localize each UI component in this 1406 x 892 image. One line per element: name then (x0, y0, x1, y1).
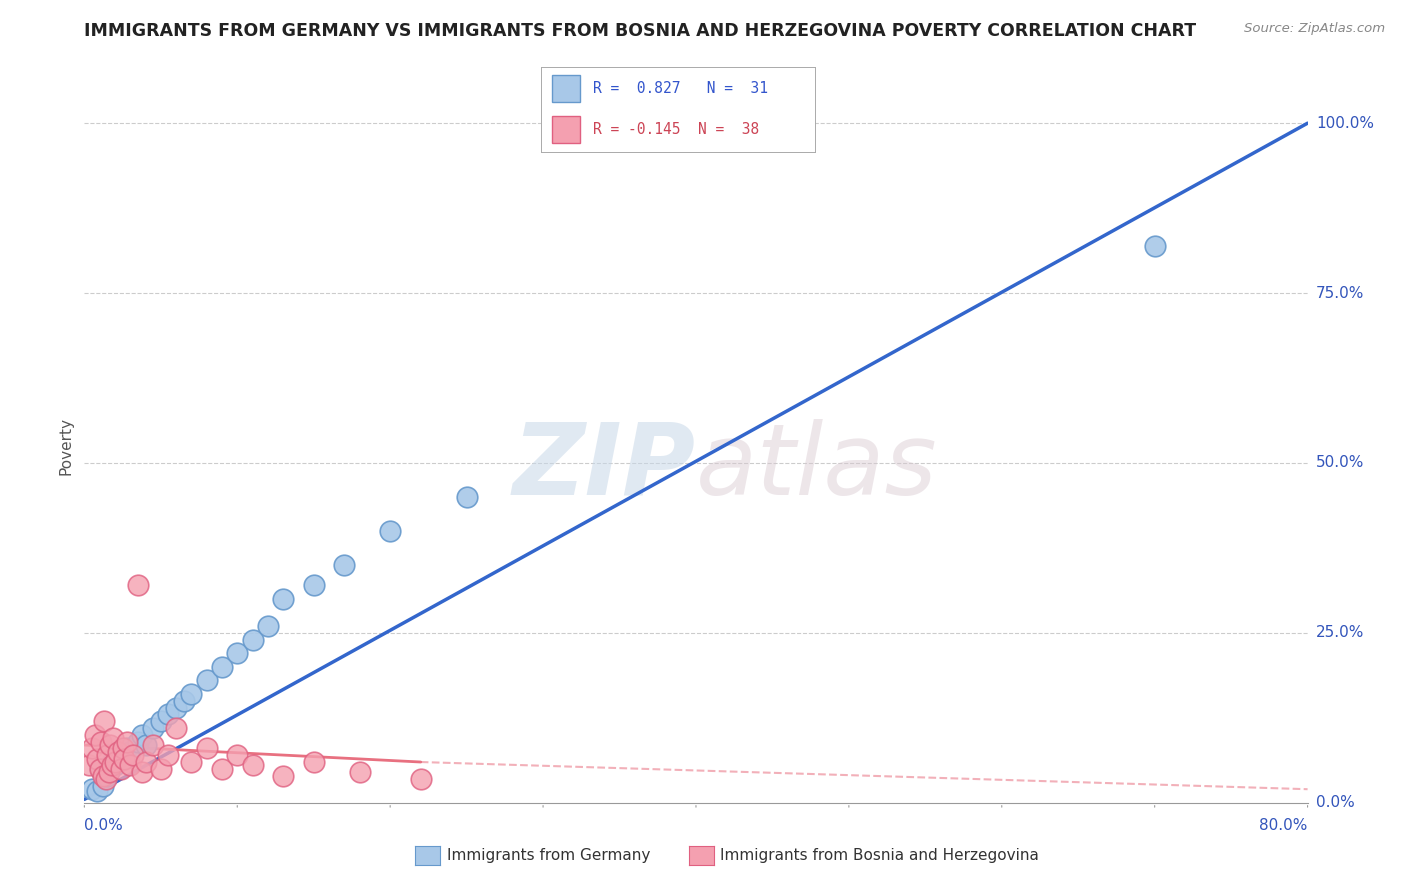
Point (165, 700, 187, 714)
Point (157, 748, 180, 763)
Point (149, 714, 172, 729)
Point (96, 748, 118, 763)
Point (142, 738, 165, 752)
Point (110, 762, 132, 776)
Text: R = -0.145  N =  38: R = -0.145 N = 38 (593, 122, 759, 137)
Point (149, 762, 172, 776)
Point (226, 748, 249, 763)
Y-axis label: Poverty: Poverty (58, 417, 73, 475)
Point (101, 755, 124, 769)
Point (135, 738, 157, 752)
Point (120, 745, 142, 759)
Text: Immigrants from Germany: Immigrants from Germany (447, 848, 651, 863)
Point (142, 721, 165, 735)
Point (302, 755, 325, 769)
Point (135, 755, 157, 769)
Point (107, 748, 129, 763)
Text: IMMIGRANTS FROM GERMANY VS IMMIGRANTS FROM BOSNIA AND HERZEGOVINA POVERTY CORREL: IMMIGRANTS FROM GERMANY VS IMMIGRANTS FR… (84, 22, 1197, 40)
Point (122, 748, 145, 763)
Point (80, 741, 103, 756)
Point (97, 765, 120, 780)
Point (211, 660, 233, 674)
Point (104, 758, 127, 772)
Point (91, 769, 114, 783)
Point (111, 741, 134, 756)
Point (115, 741, 138, 756)
Point (226, 646, 249, 660)
Point (165, 721, 187, 735)
Point (98, 738, 121, 752)
Point (173, 694, 195, 708)
Point (131, 765, 153, 780)
Point (91, 779, 114, 793)
Point (127, 734, 149, 748)
Point (456, 490, 478, 504)
Point (103, 731, 125, 746)
Point (211, 762, 233, 776)
Text: 75.0%: 75.0% (1316, 285, 1364, 301)
Point (80, 782, 103, 797)
Point (257, 619, 280, 633)
Point (93, 714, 115, 729)
Text: 100.0%: 100.0% (1316, 116, 1374, 131)
Point (127, 578, 149, 592)
Text: 50.0%: 50.0% (1316, 456, 1364, 470)
Point (107, 745, 129, 759)
Point (84, 728, 107, 742)
Bar (553, 76, 579, 103)
Point (380, 524, 402, 538)
Point (115, 734, 138, 748)
Point (180, 755, 202, 769)
Point (77, 758, 100, 772)
Point (349, 765, 371, 780)
Text: 25.0%: 25.0% (1316, 625, 1364, 640)
Text: 0.0%: 0.0% (1316, 796, 1354, 810)
Point (89, 762, 111, 776)
Point (131, 728, 153, 742)
Point (104, 755, 127, 769)
Text: 0.0%: 0.0% (84, 818, 124, 832)
Bar (553, 116, 579, 143)
Point (302, 578, 325, 592)
Text: atlas: atlas (696, 419, 938, 516)
Point (271, 591, 294, 606)
Point (96, 769, 118, 783)
Point (195, 673, 218, 688)
Text: R =  0.827   N =  31: R = 0.827 N = 31 (593, 81, 769, 96)
Point (333, 558, 356, 572)
Point (409, 772, 432, 786)
Text: Immigrants from Bosnia and Herzegovina: Immigrants from Bosnia and Herzegovina (720, 848, 1039, 863)
Point (86, 783, 108, 797)
Point (271, 769, 294, 783)
Point (120, 758, 142, 772)
Point (111, 751, 134, 765)
Text: Source: ZipAtlas.com: Source: ZipAtlas.com (1244, 22, 1385, 36)
Point (112, 751, 135, 765)
Point (195, 741, 218, 756)
Point (94, 772, 117, 786)
Point (180, 687, 202, 701)
Point (86, 751, 108, 765)
Point (1143, 238, 1166, 252)
Point (90, 734, 112, 748)
Point (242, 632, 264, 647)
Point (89, 762, 111, 776)
Point (101, 758, 124, 772)
Text: ZIP: ZIP (513, 419, 696, 516)
Text: 80.0%: 80.0% (1260, 818, 1308, 832)
Point (157, 707, 180, 722)
Point (242, 758, 264, 772)
